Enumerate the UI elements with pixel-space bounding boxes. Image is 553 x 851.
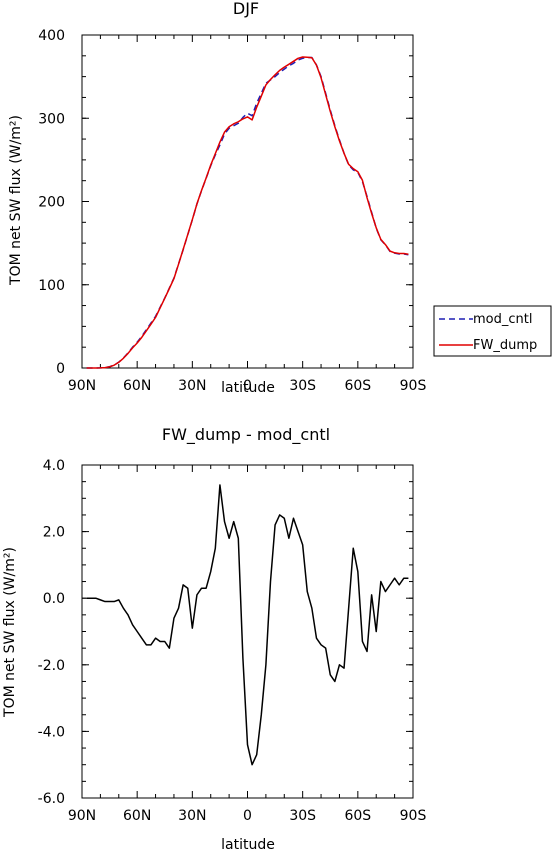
top-series-group [86, 56, 409, 369]
top-x-tick-label: 60N [123, 378, 151, 394]
top-y-tick-label: 400 [38, 28, 65, 44]
bottom-series-line [86, 484, 409, 766]
top-axis-ticks [81, 34, 414, 369]
bottom-y-tick-label: -4.0 [38, 724, 65, 740]
bottom-y-tick-label: 2.0 [43, 525, 65, 541]
top-x-tick-label: 30N [178, 378, 206, 394]
top-y-tick-label: 200 [38, 195, 65, 211]
top-series-line-mod-cntl [86, 56, 409, 369]
top-panel-title: DJF [233, 0, 259, 18]
top-y-tick-label: 100 [38, 278, 65, 294]
legend-box [433, 305, 552, 357]
bottom-x-axis-title: latitude [221, 837, 275, 851]
top-y-tick-label: 300 [38, 111, 65, 127]
bottom-y-tick-label: 4.0 [43, 458, 65, 474]
bottom-y-tick-label: -2.0 [38, 658, 65, 674]
top-y-axis-title: TOM net SW flux (W/m²) [8, 115, 24, 286]
bottom-x-tick-label: 0 [243, 808, 252, 824]
bottom-y-axis-title: TOM net SW flux (W/m²) [2, 547, 18, 718]
bottom-x-tick-label: 90S [400, 808, 427, 824]
top-x-tick-label: 30S [289, 378, 316, 394]
bottom-x-tick-labels: 90N 60N 30N 0 30S 60S 90S [68, 808, 427, 824]
top-y-tick-label: 0 [56, 361, 65, 377]
top-x-axis-title: latitude [221, 380, 275, 396]
bottom-axis-ticks [81, 464, 414, 799]
bottom-x-tick-label: 60N [123, 808, 151, 824]
top-series-line-fw-dump [86, 56, 409, 369]
legend-label-fw-dump: FW_dump [473, 338, 537, 353]
legend-label-mod-cntl: mod_cntl [473, 312, 532, 327]
top-plot-frame [81, 34, 414, 369]
top-panel: DJF 90N 60N 30N 0 30S 60S 90S 0 100 200 300 400 la… [8, 0, 426, 396]
top-x-tick-label: 60S [344, 378, 371, 394]
legend: mod_cntl FW_dump [433, 305, 552, 357]
top-x-tick-label: 90S [400, 378, 427, 394]
bottom-panel: FW_dump - mod_cntl 90N 60N 30N 0 30S 60S 90S -… [2, 425, 426, 851]
bottom-y-tick-label: 0.0 [43, 591, 65, 607]
top-x-tick-label: 0 [243, 378, 252, 394]
bottom-x-tick-label: 30N [178, 808, 206, 824]
top-y-tick-labels: 0 100 200 300 400 [38, 28, 65, 377]
bottom-x-tick-label: 60S [344, 808, 371, 824]
bottom-y-tick-labels: -6.0 -4.0 -2.0 0.0 2.0 4.0 [38, 458, 65, 807]
bottom-x-tick-label: 30S [289, 808, 316, 824]
bottom-y-tick-label: -6.0 [38, 791, 65, 807]
bottom-panel-title: FW_dump - mod_cntl [162, 425, 330, 445]
bottom-x-tick-label: 90N [68, 808, 96, 824]
bottom-series-group [86, 484, 409, 766]
top-x-tick-label: 90N [68, 378, 96, 394]
top-x-tick-labels: 90N 60N 30N 0 30S 60S 90S [68, 378, 427, 394]
